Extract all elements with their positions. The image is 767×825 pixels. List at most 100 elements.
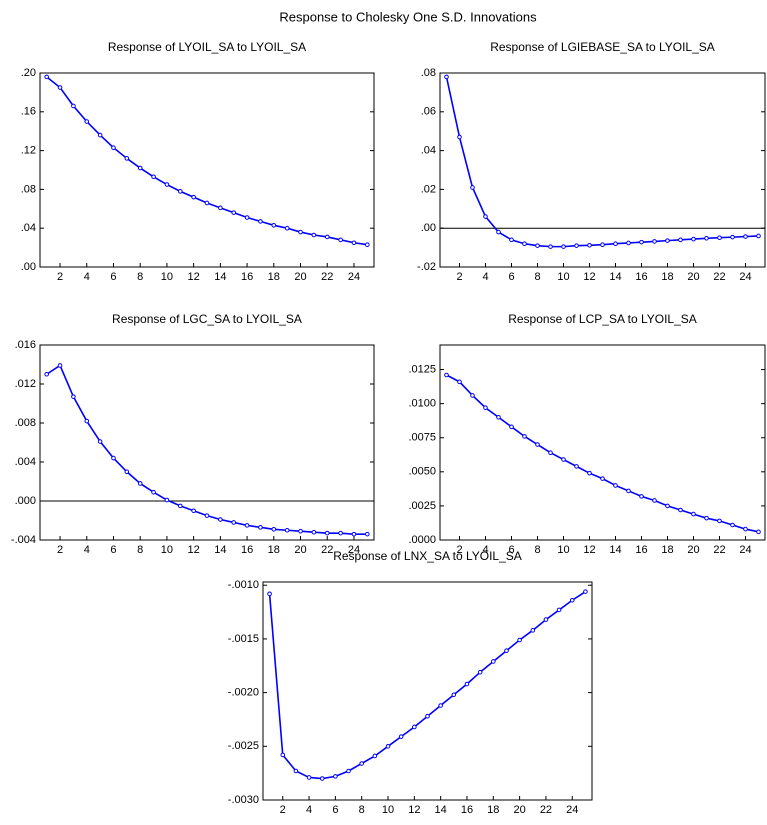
data-point [639,494,644,499]
x-tick-label: 4 [306,804,312,816]
x-tick-label: 6 [110,544,116,556]
data-point [398,734,404,739]
x-tick-label: 2 [280,804,286,816]
data-point [258,525,263,530]
x-tick-label: 4 [482,271,488,283]
data-point [97,439,103,444]
data-point [231,520,237,525]
data-point [652,498,657,503]
x-tick-label: 24 [739,271,751,283]
y-tick-label: .20 [21,67,36,79]
data-point [477,669,483,675]
x-tick-label: 6 [332,804,338,816]
y-tick-label: .0000 [408,534,436,546]
x-tick-label: 4 [84,544,90,556]
data-point [704,515,709,521]
data-point [324,234,330,240]
x-tick-label: 22 [321,271,333,283]
plot-frame [439,344,766,541]
x-tick-label: 24 [739,544,751,556]
data-point [97,132,103,138]
x-tick-label: 6 [508,544,514,556]
y-tick-label: -.0025 [228,740,259,752]
x-tick-label: 14 [435,804,447,816]
data-point [574,243,579,248]
data-point [151,489,156,495]
data-point [124,156,130,161]
x-tick-label: 2 [456,544,462,556]
y-tick-label: -.0030 [228,794,259,806]
data-point [346,768,351,774]
data-point [665,238,670,243]
y-tick-label: .06 [421,106,436,118]
data-point [756,529,761,535]
data-point [71,103,76,109]
data-point [231,210,237,215]
y-tick-label: .04 [21,222,36,234]
data-point [561,457,566,462]
data-point [470,185,475,190]
data-point [311,232,317,238]
data-point [351,240,357,246]
data-point [743,526,748,532]
data-point [509,237,514,243]
data-point [504,648,509,654]
x-tick-label: 20 [687,544,699,556]
y-tick-label: .02 [421,183,436,195]
data-point [293,768,299,774]
data-point [258,219,263,224]
chart-title: Response of LGC_SA to LYOIL_SA [112,312,302,326]
plot-frame [39,344,375,541]
x-tick-label: 4 [84,271,90,283]
series-line [46,76,368,246]
x-tick-label: 14 [609,544,621,556]
data-point [57,363,63,368]
data-point [267,591,272,597]
data-point [57,85,63,90]
data-point [583,589,588,594]
data-point [678,237,683,243]
data-point [271,526,277,532]
data-point [111,455,116,461]
y-tick-label: .08 [421,67,436,79]
data-point [244,215,250,220]
x-tick-label: 18 [487,804,499,816]
x-tick-label: 24 [566,804,578,816]
x-tick-label: 6 [508,271,514,283]
x-tick-label: 16 [635,271,647,283]
data-point [218,205,223,211]
chart-title: Response of LNX_SA to LYOIL_SA [333,549,522,563]
data-point [444,74,449,80]
data-point [311,529,317,535]
data-point [306,775,312,780]
data-point [730,234,735,240]
x-tick-label: 12 [188,544,200,556]
x-tick-label: 8 [137,271,143,283]
data-point [496,229,501,235]
x-tick-label: 12 [583,544,595,556]
y-tick-label: -.0010 [228,579,259,591]
y-tick-label: .0025 [408,500,436,512]
data-point [137,165,143,171]
x-tick-label: 2 [57,271,63,283]
x-tick-label: 22 [713,544,725,556]
x-tick-label: 20 [294,271,306,283]
data-point [137,481,143,486]
data-point [561,244,566,249]
data-point [569,597,575,603]
data-point [451,692,457,698]
series-line [268,590,586,780]
data-point [298,229,303,235]
y-tick-label: .0100 [408,398,436,410]
x-tick-label: 20 [513,804,525,816]
data-point [385,744,391,749]
y-tick-label: .0050 [408,466,436,478]
data-point [491,659,496,664]
data-point [124,469,130,475]
data-point [470,393,475,398]
figure-title: Response to Cholesky One S.D. Innovation… [279,9,537,24]
data-point [665,503,670,509]
x-tick-label: 6 [110,271,116,283]
data-point [44,74,49,80]
data-point [517,637,522,643]
